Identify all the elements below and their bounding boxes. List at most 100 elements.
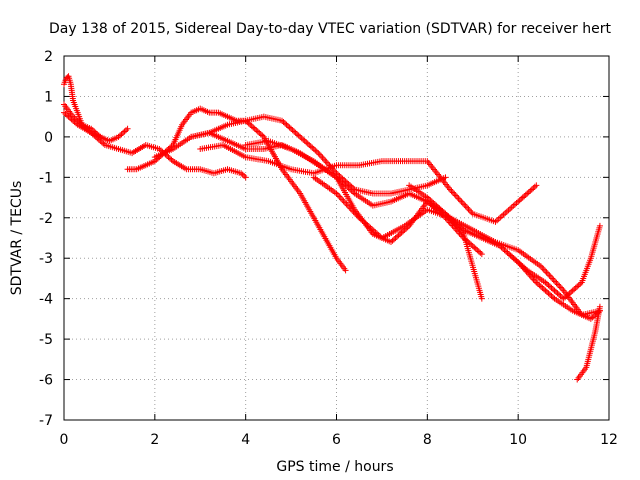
data-point bbox=[556, 283, 563, 290]
data-point bbox=[507, 252, 514, 259]
data-point bbox=[542, 287, 549, 294]
data-point bbox=[451, 191, 458, 198]
data-point bbox=[288, 125, 295, 132]
data-point bbox=[464, 204, 471, 211]
data-point bbox=[342, 267, 349, 274]
data-point bbox=[397, 230, 404, 237]
data-point bbox=[533, 182, 540, 189]
data-point bbox=[251, 125, 258, 132]
data-point bbox=[241, 172, 248, 179]
data-point bbox=[462, 203, 469, 210]
y-tick-label: -1 bbox=[39, 170, 53, 186]
data-point bbox=[454, 194, 461, 201]
data-point bbox=[461, 201, 468, 208]
x-tick-label: 10 bbox=[509, 432, 527, 448]
x-tick-label: 0 bbox=[60, 432, 69, 448]
data-point bbox=[596, 303, 603, 310]
data-point bbox=[303, 139, 310, 146]
data-point bbox=[512, 256, 519, 263]
data-point bbox=[545, 282, 552, 289]
data-point bbox=[471, 244, 478, 251]
x-tick-label: 6 bbox=[332, 432, 341, 448]
x-tick-label: 4 bbox=[241, 432, 250, 448]
data-point bbox=[334, 192, 341, 199]
y-tick-label: 2 bbox=[44, 49, 53, 65]
y-tick-label: -5 bbox=[39, 332, 53, 348]
data-point bbox=[323, 159, 330, 166]
data-point bbox=[315, 150, 322, 157]
data-point bbox=[307, 143, 314, 150]
data-point bbox=[254, 128, 261, 135]
data-point bbox=[477, 249, 484, 256]
data-point bbox=[572, 284, 579, 291]
data-point bbox=[525, 189, 532, 196]
data-point bbox=[306, 141, 313, 148]
series-4 bbox=[124, 105, 349, 274]
data-point bbox=[557, 284, 564, 291]
data-point bbox=[455, 195, 462, 202]
data-point bbox=[297, 133, 304, 140]
y-axis-label: SDTVAR / TECUs bbox=[9, 181, 25, 296]
data-point bbox=[596, 222, 603, 229]
data-point bbox=[289, 127, 296, 134]
y-tick-label: -4 bbox=[39, 292, 53, 308]
data-point bbox=[574, 283, 581, 290]
data-point bbox=[456, 197, 463, 204]
data-point bbox=[543, 269, 550, 276]
data-point bbox=[559, 286, 566, 293]
data-point bbox=[543, 288, 550, 295]
data-point bbox=[553, 279, 560, 286]
data-point bbox=[542, 267, 549, 274]
data-point bbox=[519, 194, 526, 201]
data-point bbox=[316, 151, 323, 158]
data-point bbox=[398, 229, 405, 236]
data-point bbox=[298, 135, 305, 142]
data-point bbox=[322, 157, 329, 164]
data-point bbox=[531, 183, 538, 190]
data-point bbox=[389, 237, 396, 244]
data-point bbox=[257, 131, 264, 138]
data-point bbox=[466, 207, 473, 214]
data-point bbox=[465, 206, 472, 213]
data-point bbox=[530, 185, 537, 192]
data-point bbox=[539, 264, 546, 271]
data-point bbox=[121, 128, 128, 135]
data-point bbox=[509, 253, 516, 260]
data-point bbox=[392, 235, 399, 241]
data-point bbox=[518, 195, 525, 202]
data-point bbox=[528, 186, 535, 193]
data-point bbox=[501, 247, 508, 254]
data-point bbox=[513, 257, 520, 264]
data-point bbox=[552, 278, 559, 285]
data-point bbox=[123, 127, 130, 134]
data-point bbox=[548, 284, 555, 291]
data-point bbox=[304, 140, 311, 147]
data-point bbox=[556, 291, 563, 298]
data-point bbox=[68, 116, 75, 123]
data-point bbox=[475, 248, 482, 255]
data-point bbox=[301, 137, 308, 144]
data-point bbox=[283, 121, 290, 128]
y-tick-label: -6 bbox=[39, 373, 53, 389]
data-point bbox=[539, 284, 546, 291]
data-point bbox=[286, 124, 293, 131]
data-point bbox=[478, 251, 485, 258]
data-point bbox=[285, 123, 292, 130]
data-point bbox=[551, 287, 558, 294]
data-point bbox=[510, 255, 517, 262]
data-point bbox=[250, 124, 257, 131]
data-point bbox=[319, 154, 326, 161]
data-point bbox=[537, 283, 544, 290]
series-11 bbox=[506, 222, 603, 302]
data-point bbox=[506, 251, 513, 258]
data-point bbox=[536, 282, 543, 289]
data-point bbox=[318, 153, 325, 160]
data-point bbox=[348, 187, 355, 194]
data-point bbox=[120, 129, 127, 136]
x-tick-label: 12 bbox=[600, 432, 618, 448]
y-tick-label: -3 bbox=[39, 251, 53, 267]
data-point bbox=[458, 198, 465, 205]
series-12 bbox=[574, 303, 603, 383]
data-point bbox=[472, 245, 479, 252]
